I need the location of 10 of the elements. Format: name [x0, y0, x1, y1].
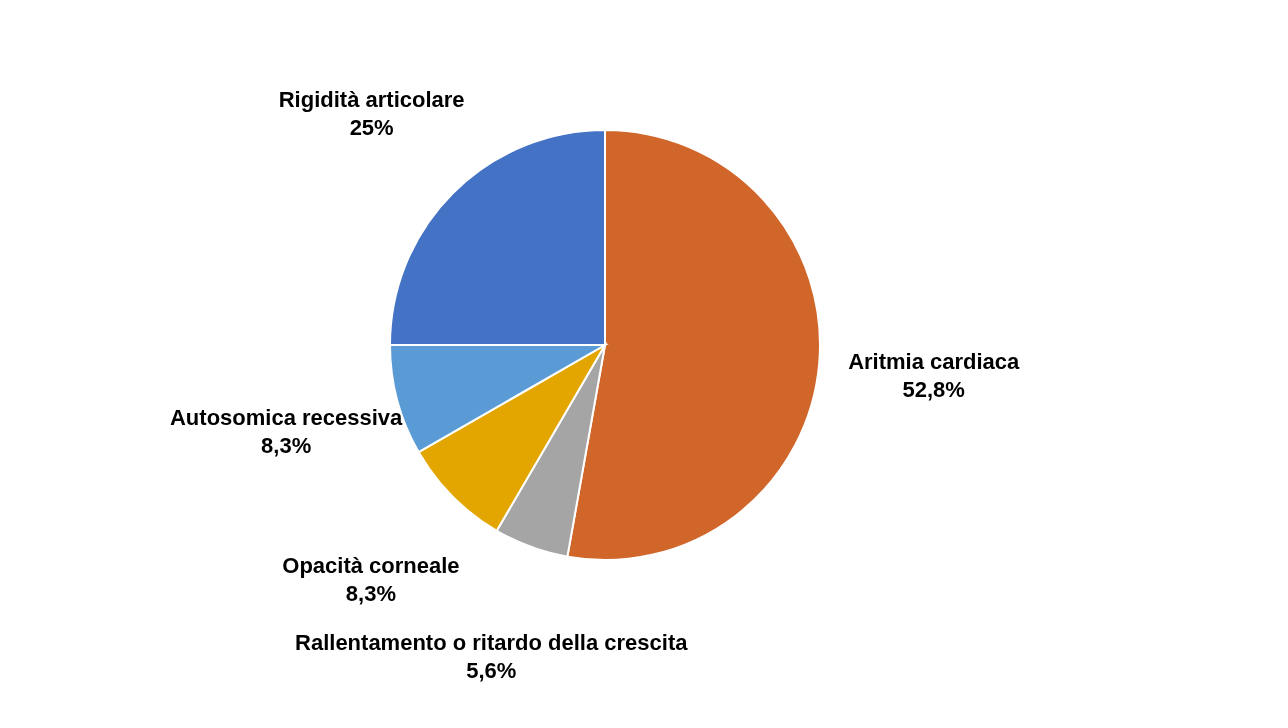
slice-label: Autosomica recessiva [169, 405, 404, 431]
data-label: 8,3% [345, 580, 396, 606]
data-label: 25% [349, 114, 394, 140]
data-label: 8,3% [261, 433, 312, 459]
data-label: 52,8% [902, 376, 965, 402]
slice-label: Aritmia cardiaca [848, 348, 1021, 374]
data-label: 5,6% [466, 657, 517, 683]
slice-label: Rallentamento o ritardo della crescita [295, 629, 689, 655]
slice-label: Rigidità articolare [278, 86, 465, 112]
slice-label: Opacità corneale [282, 552, 460, 578]
